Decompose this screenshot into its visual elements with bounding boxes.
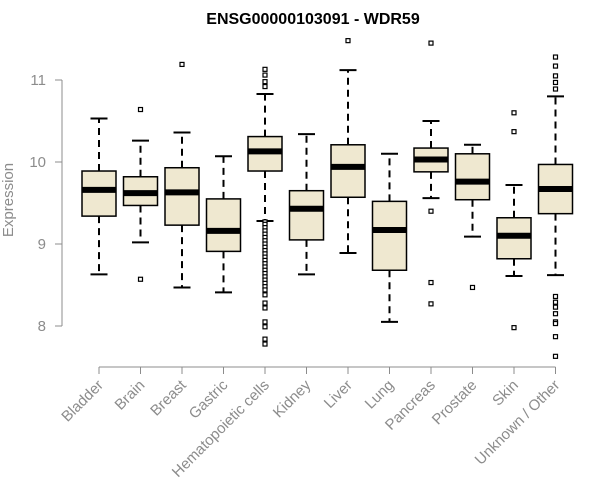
x-category-label: Bladder xyxy=(58,377,107,426)
box-kidney xyxy=(288,133,325,276)
box-bladder xyxy=(81,117,117,276)
outlier-point xyxy=(428,301,434,307)
outlier-point xyxy=(262,319,268,325)
outlier-point xyxy=(262,305,268,311)
outlier-point xyxy=(511,325,517,331)
box-prostate xyxy=(454,143,491,291)
outlier-point xyxy=(552,63,559,69)
x-category-label: Prostate xyxy=(429,377,481,429)
outlier-point xyxy=(345,38,351,44)
outlier-point xyxy=(552,304,559,310)
x-category-label: Skin xyxy=(489,377,522,410)
y-tick-label: 8 xyxy=(38,318,46,335)
box-iqr xyxy=(205,198,242,253)
outlier-point xyxy=(262,66,268,72)
outlier-point xyxy=(262,324,268,330)
outlier-point xyxy=(552,86,559,92)
outlier-point xyxy=(262,336,268,342)
box-iqr xyxy=(164,166,200,226)
outlier-point xyxy=(137,276,144,282)
outlier-point xyxy=(511,129,517,135)
outlier-point xyxy=(552,293,559,300)
outlier-point xyxy=(428,208,434,214)
outlier-point xyxy=(552,353,559,359)
box-iqr xyxy=(330,144,366,199)
outlier-point xyxy=(552,334,559,340)
box-liver xyxy=(330,38,366,255)
outlier-point xyxy=(262,292,268,298)
outlier-point xyxy=(552,73,559,79)
outlier-point xyxy=(262,287,268,293)
x-category-label: Brain xyxy=(112,377,149,414)
y-tick-label: 9 xyxy=(38,236,46,253)
x-category-label: Lung xyxy=(362,377,398,413)
outlier-point xyxy=(469,284,476,291)
box-lung xyxy=(371,152,408,323)
x-category-label: Breast xyxy=(147,376,190,419)
y-tick-label: 10 xyxy=(29,154,46,171)
chart-title: ENSG00000103091 - WDR59 xyxy=(206,11,420,28)
x-category-label: Kidney xyxy=(270,376,315,421)
box-unknown-other xyxy=(537,54,574,359)
box-iqr xyxy=(454,153,491,201)
outlier-point xyxy=(428,40,434,46)
box-skin xyxy=(496,110,532,331)
outlier-point xyxy=(552,299,559,305)
box-iqr xyxy=(288,189,325,241)
x-category-label: Liver xyxy=(321,377,356,412)
outlier-point xyxy=(262,300,268,306)
outlier-point xyxy=(552,54,559,60)
outlier-point xyxy=(179,61,185,68)
box-brain xyxy=(122,106,159,282)
outlier-point xyxy=(511,110,517,116)
outlier-point xyxy=(552,79,559,86)
outlier-point xyxy=(137,106,144,113)
outlier-point xyxy=(262,83,268,90)
outlier-point xyxy=(428,279,434,286)
box-breast xyxy=(164,61,200,289)
box-pancreas xyxy=(413,40,449,307)
y-axis-label: Expression xyxy=(0,163,17,237)
outlier-point xyxy=(262,79,268,85)
y-tick-label: 11 xyxy=(30,72,46,89)
box-gastric xyxy=(205,155,242,294)
outlier-point xyxy=(552,320,559,327)
outlier-point xyxy=(262,72,268,78)
box-iqr xyxy=(371,200,408,271)
outlier-point xyxy=(552,311,559,317)
box-iqr xyxy=(81,170,117,217)
outlier-point xyxy=(262,341,268,347)
box-hematopoietic-cells xyxy=(247,66,283,347)
